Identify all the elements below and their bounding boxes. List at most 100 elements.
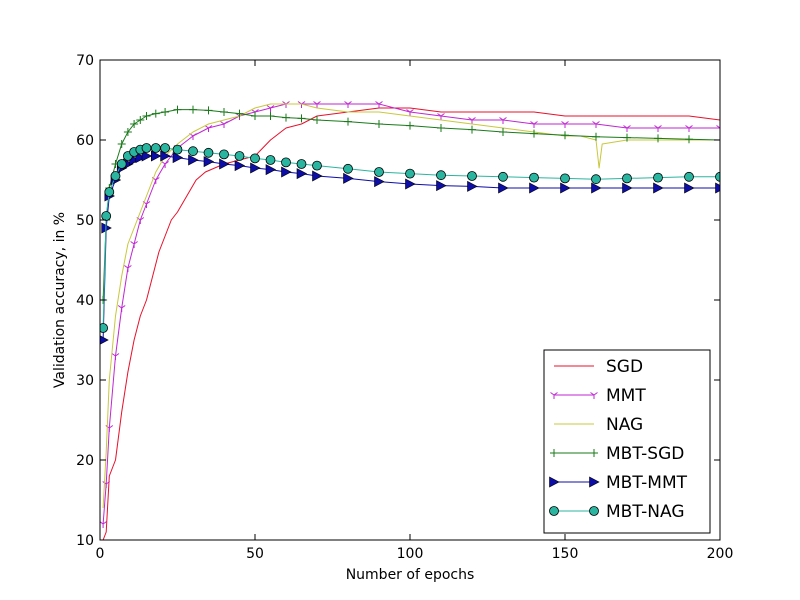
data-point [250,162,261,174]
data-point [281,157,291,168]
data-point [623,133,631,142]
legend-label: NAG [606,415,643,435]
data-point [161,108,170,116]
data-point [117,305,126,312]
data-point [406,121,414,130]
y-tick-label: 30 [76,373,94,389]
legend-label: MBT-NAG [606,502,685,522]
x-tick-label: 150 [552,546,579,562]
legend-item: MBT-MMT [549,473,688,493]
data-point [266,112,275,120]
data-point [234,160,246,172]
data-point [654,134,662,143]
data-point [172,144,183,155]
data-point [142,201,151,208]
data-point [653,172,663,183]
data-point [142,112,151,120]
data-point [313,101,321,108]
legend-item: SGD [554,357,643,377]
data-point [130,120,139,128]
legend-marker [589,506,599,516]
series-mbt-mmt [100,150,720,345]
legend-marker [549,476,560,488]
data-point [468,117,476,124]
data-point [715,171,720,182]
data-point [499,117,507,124]
y-tick-label: 10 [76,533,94,549]
data-point [220,121,228,128]
x-tick-label: 100 [397,546,424,562]
series-line [102,107,720,540]
data-point [344,117,352,126]
data-point [189,105,197,114]
data-point [172,152,184,164]
data-point [623,125,631,132]
data-point [282,113,290,122]
data-point [560,182,571,194]
y-tick-label: 60 [76,133,94,149]
data-point [219,158,230,170]
data-point [101,222,112,234]
legend-label: MBT-MMT [606,473,688,493]
data-point [529,182,540,194]
data-point [467,171,477,181]
data-point [173,105,182,114]
x-tick-label: 0 [96,546,105,562]
data-point [117,140,126,148]
data-point [151,109,160,118]
data-point [592,132,600,141]
data-point [622,173,632,184]
legend-marker [590,392,598,399]
data-point [654,125,662,132]
data-point [141,150,153,162]
data-point [653,182,664,194]
data-point [374,167,384,177]
data-point [530,121,538,128]
data-point [405,168,415,179]
data-point [436,180,447,192]
legend-marker [589,476,600,488]
data-point [135,152,146,164]
data-point [343,172,354,184]
legend-marker [550,449,558,457]
data-point [437,124,445,132]
data-point [234,151,245,161]
data-point [498,182,509,194]
data-point [110,171,121,181]
data-point [529,172,539,183]
data-point [251,112,259,120]
data-point [130,241,138,248]
data-point [150,143,161,153]
data-point [141,143,152,153]
data-point [266,105,275,112]
data-point [152,177,160,184]
data-point [281,166,292,178]
legend-marker [550,392,558,399]
series-sgd [102,107,720,540]
data-point [684,171,694,182]
legend-item: MBT-SGD [550,444,684,464]
plot-area [100,101,720,540]
y-tick-label: 20 [76,453,94,469]
data-point [296,159,307,169]
data-point [250,153,260,164]
data-point [684,182,695,194]
data-point [188,146,198,157]
data-point [374,176,385,188]
data-point [124,265,132,272]
data-point [104,187,115,197]
data-point [715,182,720,194]
y-axis-label: Validation accuracy, in % [52,212,68,388]
y-tick-label: 50 [76,213,94,229]
series-mbt-nag [100,143,720,333]
data-point [136,116,145,124]
data-point [592,121,600,128]
data-point [220,108,228,116]
data-point [123,128,132,136]
data-point [405,178,416,190]
data-point [313,116,321,124]
y-tick-label: 70 [76,53,94,69]
data-point [235,109,244,118]
data-point [312,160,322,171]
